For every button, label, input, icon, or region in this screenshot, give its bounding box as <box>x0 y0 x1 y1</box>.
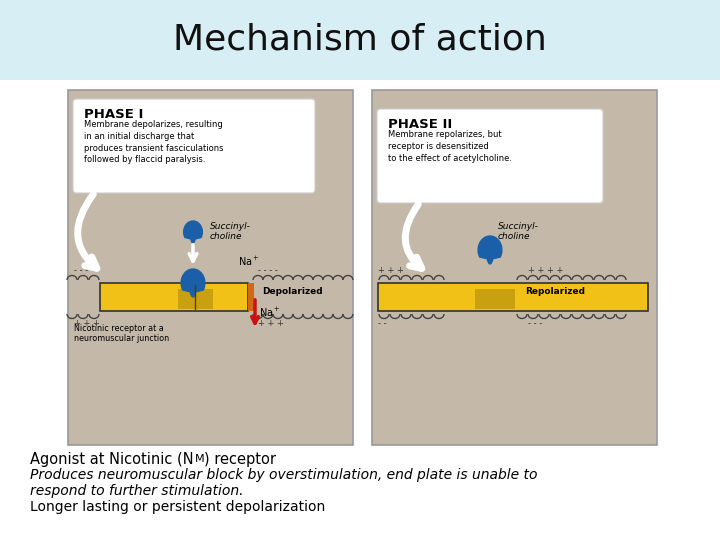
Text: Succinyl-
choline: Succinyl- choline <box>210 222 251 241</box>
FancyBboxPatch shape <box>178 289 213 309</box>
Text: PHASE I: PHASE I <box>84 108 143 121</box>
Text: Agonist at Nicotinic (N: Agonist at Nicotinic (N <box>30 452 194 467</box>
Bar <box>68 90 353 445</box>
FancyBboxPatch shape <box>73 99 315 193</box>
Text: Na$^+$: Na$^+$ <box>238 255 259 268</box>
Text: Membrane repolarizes, but
receptor is desensitized
to the effect of acetylcholin: Membrane repolarizes, but receptor is de… <box>388 130 512 163</box>
Text: + + +: + + + <box>258 319 284 328</box>
Text: - - - -: - - - - <box>258 266 278 275</box>
Text: Succinyl-
choline: Succinyl- choline <box>498 222 539 241</box>
Text: + + + +: + + + + <box>528 266 563 275</box>
Text: Mechanism of action: Mechanism of action <box>173 23 547 57</box>
Bar <box>0 80 720 540</box>
Polygon shape <box>478 236 502 264</box>
Text: - - -: - - - <box>74 266 89 275</box>
Text: Produces neuromuscular block by overstimulation, end plate is unable to: Produces neuromuscular block by overstim… <box>30 468 538 482</box>
Bar <box>378 283 648 311</box>
Text: Longer lasting or persistent depolarization: Longer lasting or persistent depolarizat… <box>30 500 325 514</box>
Text: Membrane depolarizes, resulting
in an initial discharge that
produces transient : Membrane depolarizes, resulting in an in… <box>84 120 223 164</box>
Text: Na$^+$: Na$^+$ <box>259 306 281 319</box>
FancyBboxPatch shape <box>475 289 515 309</box>
Text: + + +: + + + <box>74 319 100 328</box>
Text: Nicotinic receptor at a
neuromuscular junction: Nicotinic receptor at a neuromuscular ju… <box>74 324 169 343</box>
Text: + + +: + + + <box>378 266 404 275</box>
Text: respond to further stimulation.: respond to further stimulation. <box>30 484 243 498</box>
Bar <box>372 90 657 445</box>
Bar <box>248 283 254 311</box>
Polygon shape <box>184 221 202 243</box>
Text: M: M <box>195 454 204 464</box>
Text: ) receptor: ) receptor <box>204 452 276 467</box>
Bar <box>0 0 720 80</box>
Bar <box>100 283 248 311</box>
Text: PHASE II: PHASE II <box>388 118 452 131</box>
Text: - - -: - - - <box>528 319 542 328</box>
Text: Repolarized: Repolarized <box>525 287 585 296</box>
Polygon shape <box>181 269 205 297</box>
Text: Depolarized: Depolarized <box>262 287 323 296</box>
Text: - -: - - <box>378 319 387 328</box>
FancyBboxPatch shape <box>377 109 603 203</box>
